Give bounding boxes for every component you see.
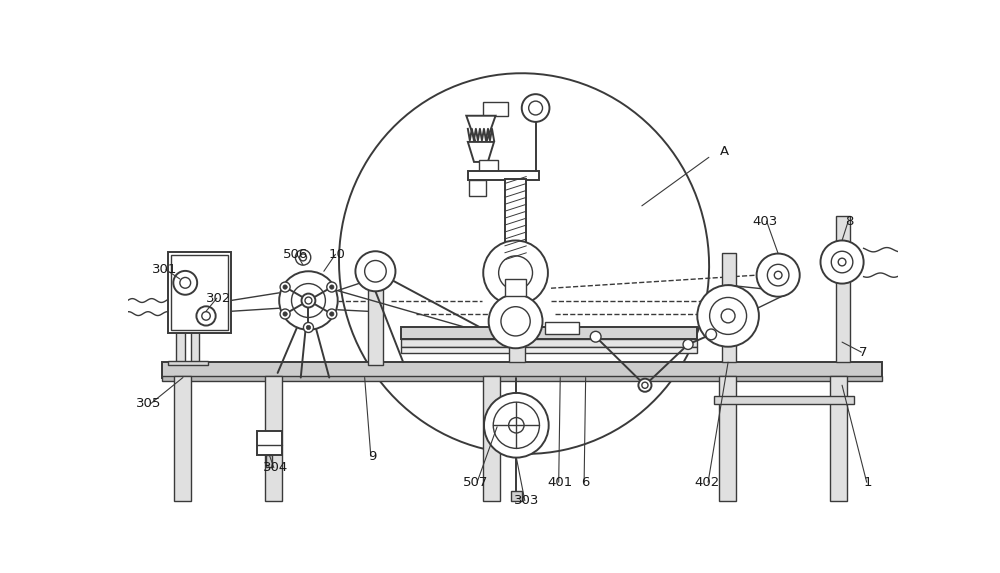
Circle shape [280,309,290,319]
Text: 402: 402 [694,476,719,489]
Circle shape [202,312,210,320]
Text: 507: 507 [463,476,488,489]
Bar [168,252,231,333]
Bar [191,331,199,362]
Circle shape [279,271,338,330]
Text: 7: 7 [859,346,867,359]
Circle shape [295,250,311,265]
Bar [176,331,185,362]
Bar [511,492,522,501]
Circle shape [305,297,312,304]
Bar [162,376,882,380]
Circle shape [767,264,789,286]
Bar [509,337,525,362]
Bar [401,328,697,339]
Circle shape [292,284,325,317]
Circle shape [306,325,311,329]
Bar [162,362,882,378]
Circle shape [355,251,395,291]
Circle shape [509,418,524,433]
Text: 6: 6 [581,476,590,489]
Circle shape [683,339,693,350]
Circle shape [484,393,549,458]
Bar [401,347,697,353]
Bar [265,376,282,501]
Bar [830,376,847,501]
Circle shape [330,312,334,316]
Circle shape [493,402,539,448]
Bar [505,279,526,296]
Circle shape [196,307,216,325]
Circle shape [710,297,747,335]
Polygon shape [466,116,496,144]
Text: 401: 401 [548,476,573,489]
Bar [266,454,272,467]
Circle shape [757,254,800,297]
Circle shape [489,295,543,348]
Bar [174,376,191,501]
Circle shape [721,309,735,323]
Bar [368,279,383,365]
Text: 303: 303 [514,494,539,507]
Circle shape [327,282,337,292]
Text: 302: 302 [206,292,231,305]
Circle shape [522,94,549,122]
Bar [401,339,697,347]
Bar [168,360,208,365]
Circle shape [820,241,864,284]
Text: 403: 403 [752,215,778,227]
Circle shape [283,312,287,316]
Circle shape [173,271,197,295]
Circle shape [590,331,601,342]
Circle shape [283,285,287,289]
Bar [479,160,498,172]
Bar [722,253,736,362]
Circle shape [529,101,543,115]
Circle shape [327,309,337,319]
Bar [171,255,228,330]
Bar [468,171,539,180]
Circle shape [300,254,307,261]
Circle shape [642,382,648,388]
Circle shape [302,293,315,308]
Text: 8: 8 [846,215,854,227]
Bar [545,322,579,335]
Bar [836,216,850,362]
Circle shape [180,277,191,288]
Circle shape [838,258,846,266]
Circle shape [697,285,759,347]
Text: 9: 9 [368,450,377,462]
Circle shape [499,256,533,290]
Text: 10: 10 [329,248,345,261]
Text: 1: 1 [864,476,872,489]
Text: 506: 506 [283,248,308,261]
Text: 301: 301 [152,263,177,276]
Circle shape [501,307,530,336]
Polygon shape [468,142,494,162]
Text: A: A [720,146,729,158]
Bar [714,396,854,404]
Circle shape [330,285,334,289]
Circle shape [280,282,290,292]
Text: 304: 304 [263,461,288,474]
Circle shape [483,241,548,305]
Bar [469,180,486,196]
Circle shape [831,251,853,273]
Bar [483,376,500,501]
Bar [505,179,526,262]
Circle shape [774,271,782,279]
Circle shape [706,329,717,340]
Bar [719,376,736,501]
Text: 305: 305 [136,397,162,410]
Bar [257,431,282,454]
Circle shape [638,379,651,392]
Circle shape [365,261,386,282]
Circle shape [303,323,313,332]
Bar [483,102,508,116]
